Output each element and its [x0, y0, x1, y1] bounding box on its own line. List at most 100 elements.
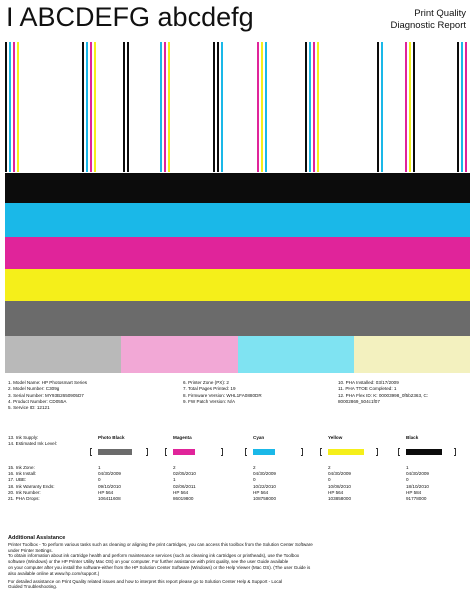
assistance-line: under Printer Settings.	[8, 547, 53, 553]
ink-detail-value: 86019800	[173, 496, 194, 501]
ink-detail-value: 0	[406, 477, 409, 483]
alignment-line	[127, 42, 129, 172]
band-magenta	[5, 237, 470, 269]
alignment-line	[309, 42, 311, 172]
ink-detail-label: 17. UBE:	[8, 477, 27, 483]
ink-detail-value: 1	[406, 465, 409, 470]
ink-row-label: 14. Estimated Ink Level:	[8, 441, 58, 447]
gauge-bracket-left	[90, 448, 92, 456]
device-info-line: 7. Total Pages Printed: 19	[183, 386, 236, 392]
ink-level-fill	[173, 449, 195, 455]
ink-detail-value: 2	[253, 465, 256, 470]
alignment-line	[123, 42, 125, 172]
ink-level-gauge	[90, 448, 148, 456]
gauge-bracket-right	[376, 448, 378, 456]
alignment-line	[413, 42, 415, 172]
ink-detail-value: 0	[253, 477, 256, 483]
alignment-line	[305, 42, 307, 172]
ink-detail-label: 21. PHA Drops:	[8, 496, 40, 501]
assistance-line: software (Windows) or the HP Printer Uti…	[8, 559, 289, 565]
device-info-line: 1. Model Name: HP Photosmart Series	[8, 380, 88, 385]
alignment-line	[160, 42, 162, 172]
ink-detail-value: 02/05/2010	[173, 471, 196, 477]
ink-cartridge-name: Black	[406, 435, 419, 440]
report-title: Print Quality Diagnostic Report	[390, 8, 466, 32]
ink-detail-label: 18. Ink Warranty Ends:	[8, 483, 55, 489]
assistance-footer-2: Guided Troubleshooting.	[8, 584, 58, 590]
device-info-line: 4. Product Number: CD055A	[8, 398, 67, 404]
sample-light-gray	[5, 336, 122, 373]
device-info-col3: 10. PHA Installed: 03/17/2009 11. PHA TTO…	[338, 380, 428, 405]
ink-cartridge-name: Magenta	[173, 435, 192, 440]
alignment-line	[313, 42, 315, 172]
device-info-col2: 6. Printer Zone (PX): 2 7. Total Pages Pr…	[183, 380, 262, 405]
alignment-line	[381, 42, 383, 172]
ink-detail-value: 2	[173, 465, 176, 470]
sample-light-magenta	[121, 336, 238, 373]
ink-level-gauge	[245, 448, 303, 456]
gauge-bracket-right	[146, 448, 148, 456]
band-gray	[5, 301, 470, 336]
band-cyan	[5, 203, 470, 237]
ink-detail-value: 2	[328, 465, 331, 470]
ink-detail-value: HP 564	[98, 489, 114, 495]
ink-row-label: 13. Ink Supply:	[8, 435, 39, 440]
light-sample-row	[5, 336, 470, 373]
device-info-line: 5. Service ID: 12121	[8, 405, 50, 411]
alignment-line	[257, 42, 259, 172]
device-info-col1: 1. Model Name: HP Photosmart Series 2. Mo…	[8, 380, 87, 411]
ink-detail-value: 10/22/2010	[253, 483, 276, 489]
ink-detail-value: 18/10/2010	[406, 483, 429, 489]
sample-light-cyan	[237, 336, 354, 373]
ink-detail-value: 10/08/2010	[328, 483, 351, 489]
alignment-line	[90, 42, 92, 172]
ink-detail-value: 91778000	[406, 496, 427, 501]
alignment-line	[217, 42, 219, 172]
assistance-line: on your computer after you install the s…	[8, 564, 311, 570]
gauge-bracket-left	[245, 448, 247, 456]
alignment-line	[164, 42, 166, 172]
alignment-line	[94, 42, 96, 172]
alignment-line	[168, 42, 170, 172]
ink-detail-value: HP 564	[328, 489, 344, 495]
gauge-bracket-right	[221, 448, 223, 456]
alignment-line	[377, 42, 379, 172]
assistance-footer: For detailed assistance on Print Quality…	[8, 578, 283, 584]
device-info-line: 12. PHA Flex ID: K: 00003998_0f5b2363, C…	[338, 392, 429, 398]
report-test-text: I ABCDEFG abcdefg	[6, 2, 254, 32]
ink-detail-value: 0	[98, 477, 101, 483]
device-info-line: 11. PHA TTOE Completed: 1	[338, 386, 397, 392]
ink-detail-value: HP 564	[173, 489, 189, 495]
device-info-line: 6. Printer Zone (PX): 2	[183, 380, 229, 385]
alignment-line	[457, 42, 459, 172]
device-info-line: 9. FW Patch Version: N/A	[183, 398, 236, 404]
alignment-line	[461, 42, 463, 172]
ink-detail-value: 02/06/2011	[173, 483, 196, 489]
device-info-line: 80002869_504c1f07	[338, 398, 380, 404]
assistance-text: Printer Toolbox - To perform various tas…	[8, 542, 468, 577]
assistance-heading: Additional Assistance	[8, 535, 66, 541]
gauge-bracket-left	[165, 448, 167, 456]
alignment-line	[465, 42, 467, 172]
alignment-line	[13, 42, 15, 172]
gauge-bracket-right	[454, 448, 456, 456]
additional-assistance: Additional Assistance Printer Toolbox - …	[8, 535, 468, 590]
alignment-line	[9, 42, 11, 172]
ink-level-fill	[98, 449, 132, 455]
ink-level-gauge	[398, 448, 456, 456]
report-title-line1: Print Quality	[414, 8, 466, 19]
ink-level-gauge	[320, 448, 378, 456]
band-black	[5, 173, 470, 203]
alignment-line	[317, 42, 319, 172]
ink-detail-value: 1	[173, 477, 176, 483]
ink-detail-value: 108758000	[253, 496, 276, 501]
ink-detail-value: 04/30/2009	[406, 471, 429, 477]
gauge-bracket-left	[398, 448, 400, 456]
alignment-line	[17, 42, 19, 172]
device-info-line: 3. Serial Number: MY93B2650905D7	[8, 392, 84, 398]
assistance-line: To obtain information about ink cartridg…	[8, 553, 300, 559]
alignment-line	[5, 42, 7, 172]
ink-detail-value: 04/30/2009	[253, 471, 276, 477]
ink-level-fill	[253, 449, 275, 455]
